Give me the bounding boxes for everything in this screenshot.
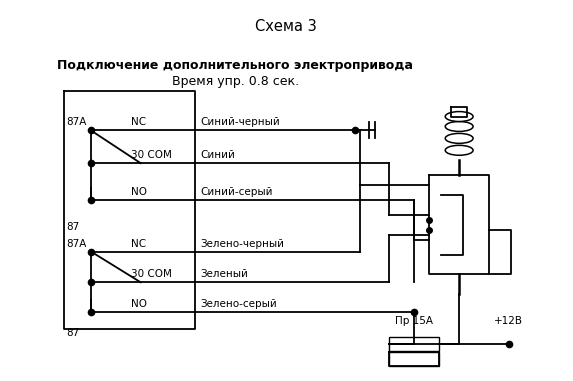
Text: Синий-черный: Синий-черный [201,117,280,128]
Text: Зелено-черный: Зелено-черный [201,239,284,248]
Ellipse shape [445,133,473,143]
Text: NO: NO [131,187,147,197]
Ellipse shape [445,145,473,155]
Text: 87A: 87A [66,117,87,128]
Bar [390,337,439,351]
Text: Зеленый: Зеленый [201,269,248,279]
Text: NO: NO [131,299,147,309]
Text: Время упр. 0.8 сек.: Время упр. 0.8 сек. [172,75,299,88]
Text: 87: 87 [66,222,79,232]
Text: Синий: Синий [201,150,236,160]
Text: 87: 87 [66,328,79,338]
Text: Синий-серый: Синий-серый [201,187,273,197]
Text: Зелено-серый: Зелено-серый [201,299,277,309]
Ellipse shape [445,122,473,131]
Text: NC: NC [131,117,146,128]
Text: 30 COM: 30 COM [131,150,172,160]
Text: +12В: +12В [494,316,523,326]
Text: Пр 15А: Пр 15А [395,316,433,326]
Ellipse shape [445,112,473,122]
Text: NC: NC [131,239,146,248]
Bar [390,352,439,366]
Text: Подключение дополнительного электропривода: Подключение дополнительного электроприво… [57,59,413,72]
Text: 87A: 87A [66,239,87,248]
Text: 30 COM: 30 COM [131,269,172,279]
Text: Схема 3: Схема 3 [255,19,317,34]
